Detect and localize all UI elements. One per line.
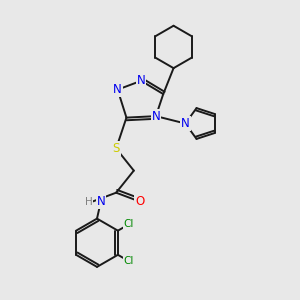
Text: N: N: [137, 74, 146, 87]
Text: S: S: [112, 142, 120, 155]
Text: O: O: [135, 195, 144, 208]
Text: N: N: [181, 117, 190, 130]
Text: Cl: Cl: [123, 220, 134, 230]
Text: N: N: [152, 110, 160, 123]
Text: Cl: Cl: [123, 256, 134, 266]
Text: N: N: [113, 83, 122, 96]
Text: N: N: [97, 195, 105, 208]
Text: H: H: [85, 196, 93, 206]
